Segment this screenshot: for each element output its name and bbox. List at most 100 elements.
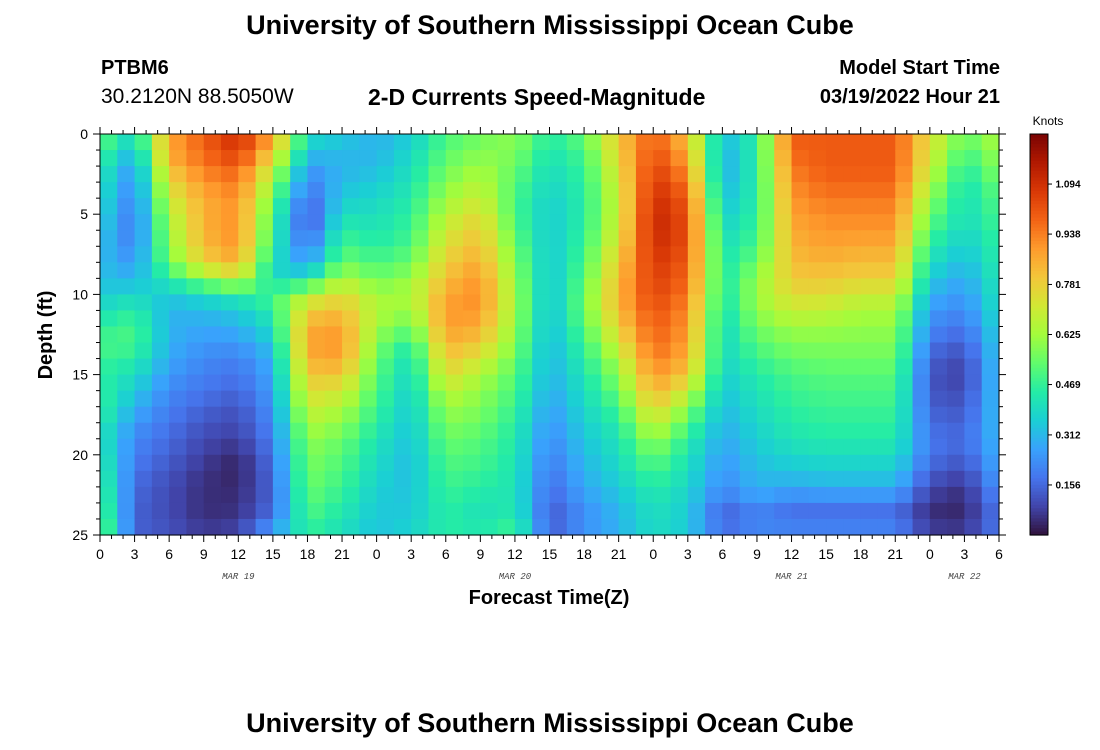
heatmap-cell xyxy=(100,310,118,328)
heatmap-cell xyxy=(307,406,326,424)
heatmap-cell xyxy=(808,406,827,424)
heatmap-cell xyxy=(151,326,170,344)
heatmap-cell xyxy=(947,310,966,328)
heatmap-cell xyxy=(705,406,723,424)
heatmap-cell xyxy=(359,390,378,408)
heatmap-cell xyxy=(117,278,136,295)
colorbar-segment xyxy=(1030,180,1048,185)
heatmap-cell xyxy=(117,166,136,183)
heatmap-cell xyxy=(393,278,412,295)
heatmap-cell xyxy=(255,502,274,520)
heatmap-cell xyxy=(100,182,118,199)
heatmap-cell xyxy=(739,390,758,408)
heatmap-cell xyxy=(117,342,136,360)
colorbar-segment xyxy=(1030,314,1048,319)
heatmap-cell xyxy=(774,326,793,344)
heatmap-cell xyxy=(860,502,879,520)
heatmap-cell xyxy=(411,326,430,344)
colorbar-segment xyxy=(1030,361,1048,366)
heatmap-cell xyxy=(238,278,257,295)
heatmap-cell xyxy=(532,294,551,312)
heatmap-cell xyxy=(687,454,706,472)
heatmap-cell xyxy=(670,502,689,520)
heatmap-cell xyxy=(566,422,585,440)
heatmap-cell xyxy=(480,518,499,536)
heatmap-cell xyxy=(324,390,343,408)
heatmap-cell xyxy=(549,134,568,151)
heatmap-cell xyxy=(272,454,291,472)
heatmap-cell xyxy=(566,262,585,279)
heatmap-cell xyxy=(497,518,516,536)
heatmap-cell xyxy=(722,358,741,376)
colorbar-segment xyxy=(1030,167,1048,172)
heatmap-cell xyxy=(791,326,810,344)
heatmap-cell xyxy=(342,342,360,360)
heatmap-cell xyxy=(255,422,274,440)
heatmap-cell xyxy=(134,518,153,536)
heatmap-cell xyxy=(722,470,741,488)
heatmap-cell xyxy=(791,342,810,360)
heatmap-cell xyxy=(653,470,672,488)
heatmap-cell xyxy=(411,470,430,488)
heatmap-cell xyxy=(359,454,378,472)
heatmap-cell xyxy=(445,518,464,536)
heatmap-cell xyxy=(601,246,620,263)
heatmap-cell xyxy=(947,326,966,344)
heatmap-cell xyxy=(428,246,447,263)
heatmap-cell xyxy=(151,518,170,536)
heatmap-cell xyxy=(514,198,533,215)
colorbar-unit: Knots xyxy=(1033,114,1064,128)
x-tick-label: 9 xyxy=(476,546,484,562)
heatmap-cell xyxy=(514,518,533,536)
heatmap-cell xyxy=(480,182,499,199)
heatmap-cell xyxy=(376,502,395,520)
heatmap-cell xyxy=(947,502,966,520)
heatmap-cell xyxy=(307,422,326,440)
heatmap-cell xyxy=(480,150,499,167)
heatmap-cell xyxy=(100,438,118,456)
heatmap-cell xyxy=(463,326,481,344)
heatmap-cell xyxy=(324,470,343,488)
heatmap-cell xyxy=(307,470,326,488)
heatmap-cell xyxy=(705,342,723,360)
heatmap-cell xyxy=(169,358,188,376)
heatmap-cell xyxy=(981,486,1000,504)
heatmap-cell xyxy=(947,278,966,295)
heatmap-cell xyxy=(670,342,689,360)
colorbar-segment xyxy=(1030,277,1048,282)
heatmap-cell xyxy=(912,454,931,472)
heatmap-cell xyxy=(445,214,464,231)
heatmap-cell xyxy=(411,198,430,215)
heatmap-cell xyxy=(826,278,845,295)
heatmap-cell xyxy=(151,486,170,504)
heatmap-cell xyxy=(480,166,499,183)
heatmap-cell xyxy=(566,278,585,295)
colorbar-segment xyxy=(1030,164,1048,169)
heatmap-cell xyxy=(895,438,914,456)
heatmap-cell xyxy=(877,278,896,295)
heatmap-cell xyxy=(238,358,257,376)
heatmap-cell xyxy=(687,406,706,424)
heatmap-cell xyxy=(100,134,118,151)
heatmap-cell xyxy=(687,182,706,199)
heatmap-cell xyxy=(566,374,585,392)
colorbar-segment xyxy=(1030,508,1048,513)
heatmap-cell xyxy=(584,438,602,456)
heatmap-cell xyxy=(497,214,516,231)
heatmap-cell xyxy=(497,182,516,199)
heatmap-cell xyxy=(203,214,222,231)
heatmap-cell xyxy=(272,246,291,263)
heatmap-cell xyxy=(877,454,896,472)
heatmap-cell xyxy=(635,134,654,151)
heatmap-cell xyxy=(376,198,395,215)
heatmap-cell xyxy=(826,374,845,392)
heatmap-cell xyxy=(169,278,188,295)
heatmap-cell xyxy=(947,198,966,215)
heatmap-cell xyxy=(826,214,845,231)
heatmap-cell xyxy=(964,166,983,183)
heatmap-cell xyxy=(618,502,637,520)
heatmap-cell xyxy=(376,406,395,424)
heatmap-cell xyxy=(618,310,637,328)
x-tick-label: 0 xyxy=(96,546,104,562)
heatmap-cell xyxy=(670,230,689,247)
